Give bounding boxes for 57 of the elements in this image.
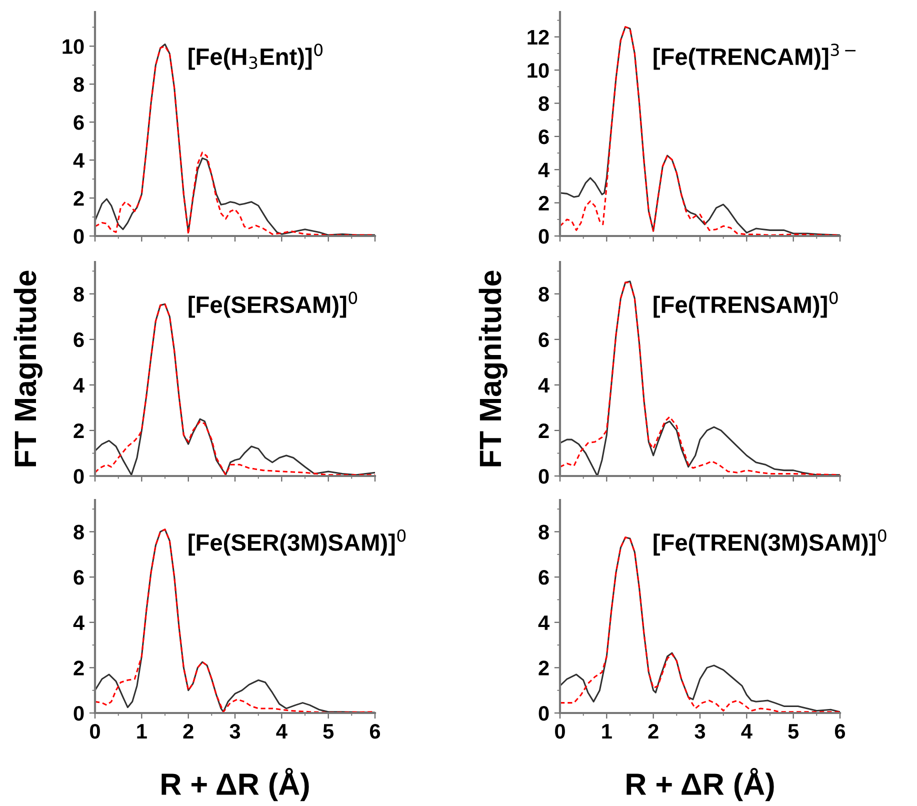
annotation: [Fe(TRENCAM)]$^{3−}$ [654, 44, 856, 70]
x-tick-label: 2 [183, 724, 194, 739]
y-tick-label: 8 [538, 524, 549, 540]
annotation: [Fe(H$_{3}$Ent)]$^{0}$ [188, 44, 323, 70]
annotation: [Fe(TREN(3M)SAM)]$^{0}$ [654, 529, 886, 556]
y-tick-label: 10 [62, 39, 84, 54]
y-tick-label: 2 [538, 196, 549, 210]
y-tick-label: 0 [74, 706, 84, 721]
x-tick-label: 1 [137, 724, 147, 739]
x-tick-label: 6 [370, 724, 380, 739]
y-tick-label: 8 [74, 524, 84, 540]
x-tick-label: 5 [323, 724, 334, 739]
y-tick-label: 0 [74, 229, 84, 244]
y-tick-label: 0 [538, 706, 549, 721]
y-tick-label: 6 [538, 129, 549, 144]
x-tick-label: 1 [602, 724, 612, 739]
y-tick-label: 4 [538, 162, 550, 178]
x-tick-label: 3 [230, 724, 240, 739]
y-axis-title: FT Magnitude [478, 270, 508, 466]
x-tick-label: 6 [834, 724, 846, 739]
y-tick-label: 4 [538, 616, 550, 630]
x-tick-label: 0 [555, 724, 565, 739]
y-tick-label: 2 [74, 423, 84, 438]
x-axis-title: R + ΔR (Å) [626, 768, 774, 802]
y-tick-label: 4 [538, 378, 550, 392]
y-tick-label: 2 [74, 660, 84, 676]
y-tick-label: 0 [74, 469, 84, 484]
y-tick-label: 8 [74, 77, 84, 92]
x-tick-label: 4 [741, 724, 752, 739]
y-tick-label: 2 [74, 191, 84, 206]
y-tick-label: 2 [538, 660, 549, 676]
annotation: [Fe(SER(3M)SAM)]$^{0}$ [188, 529, 406, 556]
x-tick-label: 3 [694, 724, 706, 739]
annotation: [Fe(SERSAM)]$^{0}$ [188, 292, 358, 318]
x-axis-title: R + ΔR (Å) [162, 768, 309, 802]
y-tick-label: 8 [538, 286, 549, 302]
y-tick-label: 6 [74, 332, 84, 348]
y-tick-label: 0 [538, 469, 549, 484]
y-tick-label: 6 [538, 570, 549, 585]
y-tick-label: 4 [73, 616, 84, 630]
y-tick-label: 2 [538, 423, 549, 438]
y-tick-label: 0 [538, 229, 549, 244]
y-tick-label: 4 [73, 153, 84, 168]
y-tick-label: 6 [538, 332, 549, 348]
y-tick-label: 8 [74, 286, 84, 302]
x-tick-label: 4 [276, 724, 288, 739]
y-axis-title: FT Magnitude [14, 270, 42, 466]
x-tick-label: 2 [648, 724, 658, 739]
y-tick-label: 8 [538, 96, 549, 112]
y-tick-label: 6 [74, 570, 84, 585]
y-tick-label: 10 [528, 63, 549, 78]
y-tick-label: 6 [74, 115, 84, 130]
x-tick-label: 5 [788, 724, 799, 739]
x-tick-label: 0 [90, 724, 100, 739]
y-tick-label: 4 [73, 378, 84, 392]
y-tick-label: 12 [528, 30, 549, 44]
annotation: [Fe(TRENSAM)]$^{0}$ [654, 292, 838, 318]
